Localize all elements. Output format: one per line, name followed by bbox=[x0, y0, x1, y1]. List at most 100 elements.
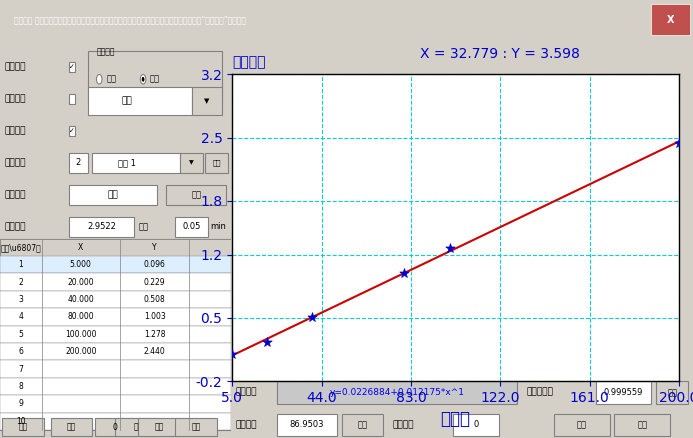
Text: 响应值比: 响应值比 bbox=[232, 55, 265, 69]
Text: ▼: ▼ bbox=[189, 160, 194, 166]
Text: 80.000: 80.000 bbox=[67, 312, 94, 321]
FancyBboxPatch shape bbox=[596, 381, 651, 404]
FancyBboxPatch shape bbox=[92, 153, 180, 173]
Text: 方程式：: 方程式： bbox=[236, 387, 257, 396]
FancyBboxPatch shape bbox=[51, 418, 92, 436]
Text: 乙醇: 乙醇 bbox=[107, 191, 119, 199]
Text: X: X bbox=[667, 15, 674, 25]
Text: 全部组分: 全部组分 bbox=[5, 127, 26, 136]
Point bbox=[674, 139, 685, 146]
Text: 0.508: 0.508 bbox=[143, 295, 166, 304]
Text: 6: 6 bbox=[18, 347, 23, 356]
Text: 8: 8 bbox=[19, 382, 23, 391]
Text: 0: 0 bbox=[473, 420, 478, 430]
FancyBboxPatch shape bbox=[88, 51, 222, 103]
Text: 10: 10 bbox=[16, 417, 26, 426]
Text: Y: Y bbox=[152, 243, 157, 252]
Text: 查看: 查看 bbox=[191, 191, 201, 199]
FancyBboxPatch shape bbox=[453, 414, 499, 436]
FancyBboxPatch shape bbox=[277, 414, 337, 436]
FancyBboxPatch shape bbox=[205, 153, 229, 173]
Text: 4: 4 bbox=[18, 312, 23, 321]
Point bbox=[227, 351, 238, 358]
Bar bbox=[69, 126, 75, 136]
Bar bbox=[69, 62, 75, 72]
Text: 混标个数: 混标个数 bbox=[5, 159, 26, 167]
FancyBboxPatch shape bbox=[615, 414, 670, 436]
Text: ▼: ▼ bbox=[204, 98, 209, 104]
Text: 0.229: 0.229 bbox=[144, 278, 166, 287]
Text: 86.9503: 86.9503 bbox=[290, 420, 324, 430]
Text: 1.278: 1.278 bbox=[144, 330, 166, 339]
Text: 5: 5 bbox=[18, 330, 23, 339]
Text: 直线: 直线 bbox=[121, 97, 132, 106]
Text: ✓: ✓ bbox=[69, 64, 75, 71]
X-axis label: 浓度比: 浓度比 bbox=[441, 410, 471, 428]
Text: 确定: 确定 bbox=[577, 420, 587, 430]
FancyBboxPatch shape bbox=[69, 185, 157, 205]
Text: 取消: 取消 bbox=[637, 420, 647, 430]
Text: 输入値：: 输入値： bbox=[236, 420, 257, 430]
Text: 删除: 删除 bbox=[67, 423, 76, 431]
Bar bbox=[0, 378, 231, 395]
Bar bbox=[0, 395, 231, 413]
FancyBboxPatch shape bbox=[166, 185, 226, 205]
Text: 9: 9 bbox=[18, 399, 23, 409]
FancyBboxPatch shape bbox=[0, 239, 231, 430]
Point bbox=[307, 314, 318, 321]
Text: ✓: ✓ bbox=[69, 128, 75, 134]
Text: y=0.0226884+0.012175*x^1: y=0.0226884+0.012175*x^1 bbox=[330, 388, 465, 397]
FancyBboxPatch shape bbox=[277, 381, 518, 404]
Text: 编号\u6807题: 编号\u6807题 bbox=[1, 243, 41, 252]
Text: 7: 7 bbox=[18, 365, 23, 374]
Bar bbox=[0, 273, 231, 291]
Text: X: X bbox=[78, 243, 83, 252]
Text: 0: 0 bbox=[113, 423, 118, 431]
Bar bbox=[0, 256, 231, 273]
Text: 删除: 删除 bbox=[213, 160, 221, 166]
Text: 2: 2 bbox=[76, 159, 81, 167]
Text: 校正: 校正 bbox=[191, 423, 201, 431]
FancyBboxPatch shape bbox=[95, 418, 136, 436]
Text: 40.000: 40.000 bbox=[67, 295, 94, 304]
Text: 组分 1: 组分 1 bbox=[118, 159, 136, 167]
Text: 3: 3 bbox=[18, 295, 23, 304]
FancyBboxPatch shape bbox=[656, 381, 688, 404]
FancyBboxPatch shape bbox=[175, 217, 208, 237]
FancyBboxPatch shape bbox=[651, 4, 690, 35]
Point bbox=[444, 244, 455, 251]
Text: 多点: 多点 bbox=[150, 75, 160, 84]
Bar bbox=[0, 343, 231, 360]
FancyBboxPatch shape bbox=[554, 414, 610, 436]
Text: 20.000: 20.000 bbox=[67, 278, 94, 287]
Text: 单点单次: 单点单次 bbox=[5, 63, 26, 72]
FancyBboxPatch shape bbox=[342, 414, 383, 436]
FancyBboxPatch shape bbox=[180, 153, 203, 173]
Bar bbox=[0, 239, 231, 256]
Circle shape bbox=[141, 77, 144, 81]
Text: 1.003: 1.003 bbox=[143, 312, 166, 321]
Text: X = 32.779 : Y = 3.598: X = 32.779 : Y = 3.598 bbox=[420, 47, 580, 61]
Text: 2.440: 2.440 bbox=[143, 347, 166, 356]
Text: 计算: 计算 bbox=[358, 420, 367, 430]
Bar bbox=[0, 360, 231, 378]
Text: 200.000: 200.000 bbox=[65, 347, 96, 356]
Bar bbox=[0, 413, 231, 430]
Point bbox=[261, 339, 272, 346]
Text: 单点: 单点 bbox=[106, 75, 116, 84]
Point bbox=[398, 269, 410, 276]
Text: 添加: 添加 bbox=[19, 423, 28, 431]
Bar bbox=[0, 326, 231, 343]
Bar bbox=[0, 308, 231, 326]
Text: 0.05: 0.05 bbox=[182, 222, 201, 231]
Text: 5.000: 5.000 bbox=[70, 260, 91, 269]
Text: 相关系数：: 相关系数： bbox=[527, 387, 554, 396]
Text: 组分名称: 组分名称 bbox=[5, 191, 26, 199]
FancyBboxPatch shape bbox=[115, 418, 157, 436]
Text: 工作曲线 【校正计算：已存档表】注：更改某一组保留时间，名称或浓度数据时，请先取消“全部组分”复选框。: 工作曲线 【校正计算：已存档表】注：更改某一组保留时间，名称或浓度数据时，请先取… bbox=[14, 15, 246, 24]
Text: 0.999559: 0.999559 bbox=[604, 388, 643, 397]
Text: min: min bbox=[210, 222, 226, 231]
Text: 行: 行 bbox=[134, 423, 139, 431]
FancyBboxPatch shape bbox=[69, 153, 88, 173]
Text: 清除: 清除 bbox=[155, 423, 164, 431]
